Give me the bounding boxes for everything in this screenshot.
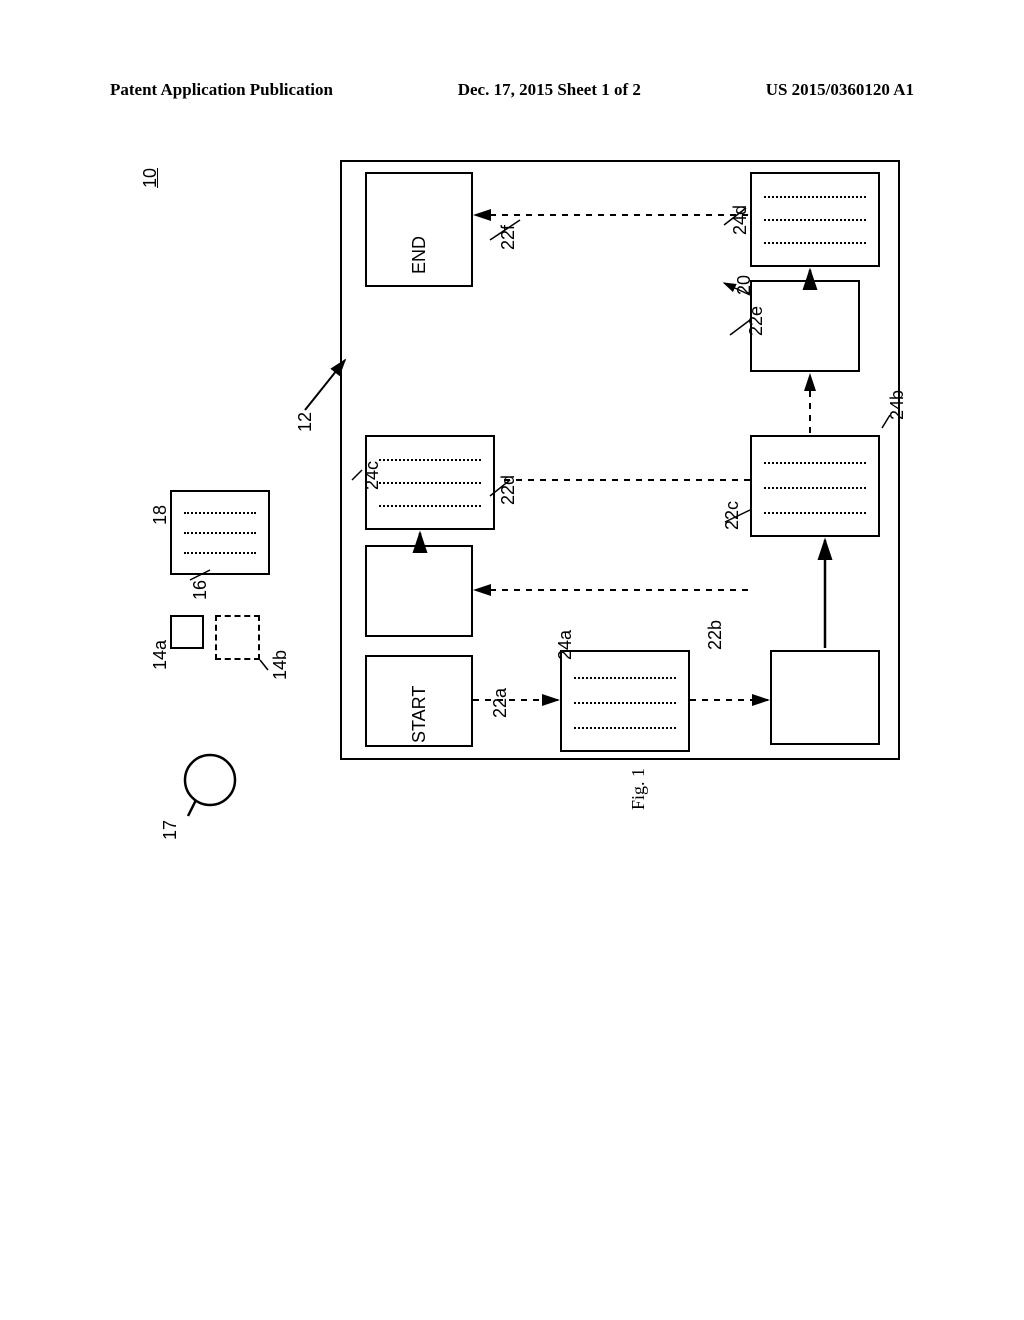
header-center: Dec. 17, 2015 Sheet 1 of 2 xyxy=(458,80,641,100)
header-right: US 2015/0360120 A1 xyxy=(766,80,914,100)
arrows-overlay xyxy=(110,160,920,1210)
page-header: Patent Application Publication Dec. 17, … xyxy=(110,80,914,100)
figure-1: 10 18 16 14a 14b 17 12 START xyxy=(110,160,920,1210)
header-left: Patent Application Publication xyxy=(110,80,333,100)
